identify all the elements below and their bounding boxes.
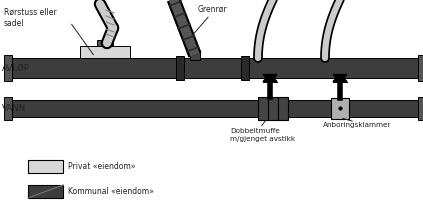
Text: Dobbeltmuffe
m/gjenget avstikk: Dobbeltmuffe m/gjenget avstikk (230, 128, 295, 142)
Bar (190, 50, 200, 60)
Bar (10, 99, 420, 116)
Text: Rørstuss eller
sadel: Rørstuss eller sadel (4, 8, 57, 28)
Bar (97, 40, 113, 46)
Bar (10, 58, 420, 78)
Bar (80, 46, 130, 58)
Bar (418, 55, 423, 81)
Bar (4, 55, 12, 81)
Text: Privat «eiendom»: Privat «eiendom» (68, 162, 135, 171)
Polygon shape (263, 75, 277, 82)
Bar (418, 97, 423, 119)
Bar (331, 97, 349, 118)
Bar (4, 97, 12, 119)
Bar (278, 97, 288, 119)
Text: AVLØP: AVLØP (2, 63, 30, 73)
Bar (176, 56, 184, 80)
Polygon shape (333, 75, 347, 82)
Polygon shape (333, 75, 347, 82)
Text: Anboringsklammer: Anboringsklammer (323, 122, 392, 128)
Bar (241, 56, 249, 80)
Text: Kommunal «eiendom»: Kommunal «eiendom» (68, 187, 154, 196)
Text: VANN: VANN (2, 103, 26, 112)
Text: Grenrør: Grenrør (198, 5, 228, 14)
Bar (258, 97, 268, 119)
Bar (28, 185, 63, 198)
Bar (268, 97, 278, 119)
Polygon shape (263, 75, 277, 82)
Bar (28, 160, 63, 173)
